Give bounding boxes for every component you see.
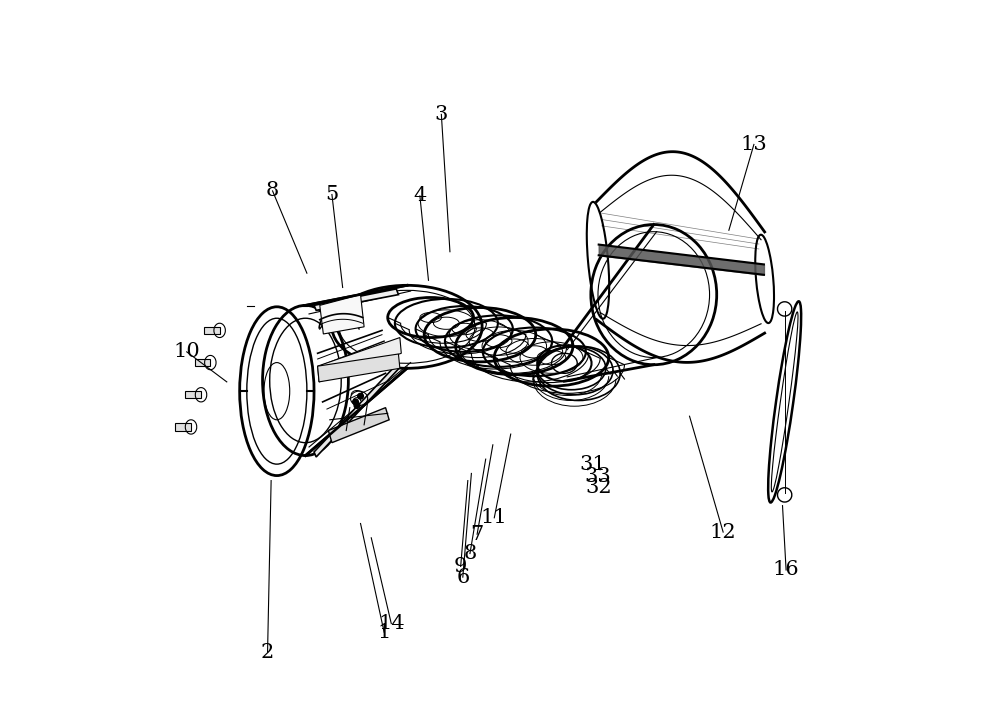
Text: 7: 7 — [470, 525, 484, 544]
Polygon shape — [318, 354, 400, 382]
Text: 12: 12 — [710, 523, 736, 541]
Polygon shape — [314, 289, 398, 310]
Polygon shape — [320, 294, 364, 334]
Circle shape — [353, 399, 358, 405]
Text: 31: 31 — [580, 455, 606, 475]
Text: 9: 9 — [454, 557, 467, 576]
Polygon shape — [185, 391, 201, 398]
Text: 32: 32 — [585, 478, 612, 498]
Text: 16: 16 — [773, 561, 799, 579]
Text: 33: 33 — [584, 467, 611, 486]
Polygon shape — [318, 337, 401, 382]
Circle shape — [354, 403, 360, 409]
Polygon shape — [175, 424, 191, 431]
Polygon shape — [195, 359, 210, 366]
Text: 1: 1 — [377, 623, 391, 642]
Text: 2: 2 — [261, 643, 274, 662]
Text: 8: 8 — [463, 544, 477, 563]
Text: 4: 4 — [413, 187, 427, 205]
Text: 8: 8 — [266, 182, 279, 200]
Text: 11: 11 — [481, 508, 508, 527]
Text: 3: 3 — [435, 105, 448, 124]
Text: 10: 10 — [173, 342, 200, 361]
Text: 5: 5 — [325, 185, 339, 204]
Text: 14: 14 — [378, 614, 405, 633]
Text: 6: 6 — [456, 568, 469, 587]
Polygon shape — [314, 365, 398, 457]
Polygon shape — [328, 408, 389, 443]
Circle shape — [358, 393, 363, 399]
Text: 13: 13 — [741, 135, 767, 154]
Polygon shape — [204, 327, 220, 334]
